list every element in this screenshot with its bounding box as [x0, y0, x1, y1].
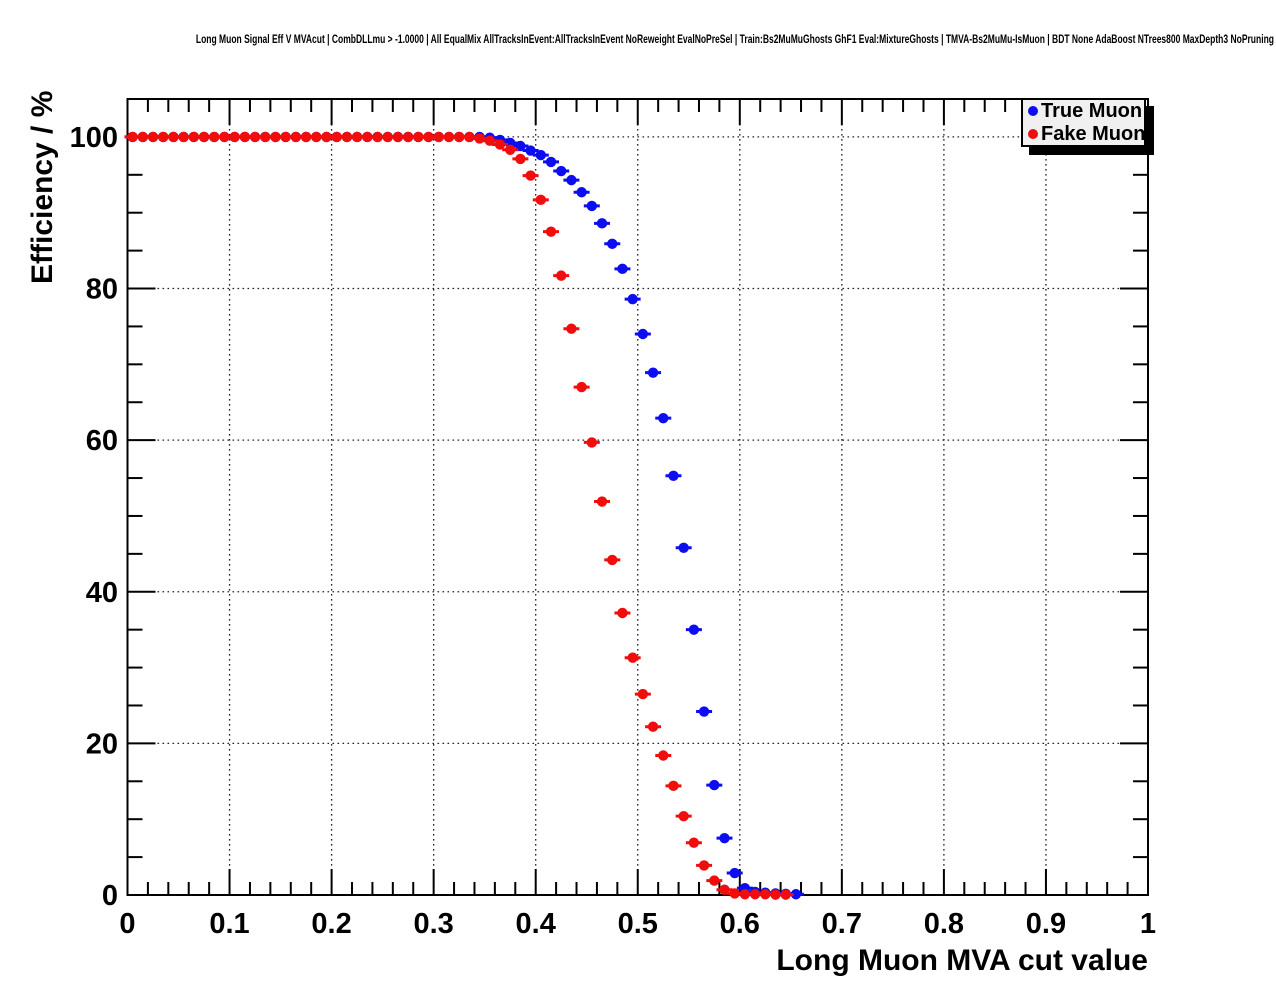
svg-text:0: 0 — [102, 880, 118, 912]
svg-text:0.5: 0.5 — [618, 908, 658, 940]
plot-title-text: Long Muon Signal Eff V MVAcut | CombDLLm… — [195, 34, 1276, 46]
svg-text:0.7: 0.7 — [822, 908, 862, 940]
svg-text:0: 0 — [119, 908, 135, 940]
svg-text:0.6: 0.6 — [720, 908, 760, 940]
y-axis-title: Efficiency / % — [26, 90, 59, 284]
legend-item-fake-muon: Fake Muon — [1028, 124, 1145, 144]
plot-title: Long Muon Signal Eff V MVAcut | CombDLLm… — [0, 30, 1276, 48]
fake-muon-marker-icon — [1028, 128, 1038, 139]
gridlines — [127, 99, 1148, 895]
svg-text:0.2: 0.2 — [311, 908, 351, 940]
legend-label-fake-muon: Fake Muon — [1041, 122, 1146, 145]
svg-text:80: 80 — [86, 274, 118, 306]
svg-text:1: 1 — [1140, 908, 1156, 940]
legend-label-true-muon: True Muon — [1041, 100, 1143, 123]
svg-text:0.1: 0.1 — [209, 908, 249, 940]
svg-text:40: 40 — [86, 577, 118, 609]
svg-text:0.3: 0.3 — [413, 908, 453, 940]
series-true-muon — [124, 131, 804, 900]
axis-ticks — [126, 99, 1149, 896]
true-muon-marker-icon — [1028, 106, 1038, 117]
legend-item-true-muon: True Muon — [1028, 101, 1145, 121]
legend: True Muon Fake Muon — [1021, 98, 1146, 147]
svg-text:0.8: 0.8 — [924, 908, 964, 940]
svg-text:0.9: 0.9 — [1026, 908, 1066, 940]
svg-text:60: 60 — [86, 425, 118, 457]
x-axis-title: Long Muon MVA cut value — [776, 944, 1148, 977]
tick-labels: 0 0.1 0.2 0.3 0.4 0.5 0.6 0.7 0.8 0.9 1 0 20 40 60 80 10… — [70, 122, 1156, 940]
svg-text:20: 20 — [86, 728, 118, 760]
svg-text:0.4: 0.4 — [516, 908, 556, 940]
svg-text:100: 100 — [70, 122, 118, 154]
series-fake-muon — [124, 131, 794, 900]
